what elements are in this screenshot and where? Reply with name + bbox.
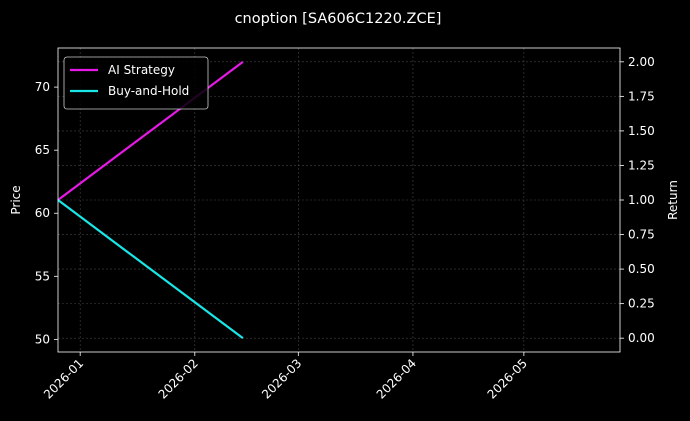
right-y-tick-label: 2.00 — [628, 55, 655, 69]
legend-label: AI Strategy — [108, 63, 175, 77]
right-y-tick-label: 0.25 — [628, 297, 655, 311]
legend-box — [63, 56, 209, 110]
legend-label: Buy-and-Hold — [108, 84, 189, 98]
left-y-tick-label: 60 — [35, 206, 50, 220]
x-axis-ticks: 2026-01 2026-02 2026-03 2026-04 2026-05 — [41, 352, 530, 402]
series-line-ai-strategy — [57, 60, 244, 201]
x-tick-label: 2026-03 — [259, 356, 304, 401]
chart-title: cnoption [SA606C1220.ZCE] — [235, 11, 442, 27]
right-y-tick-label: 1.50 — [628, 124, 655, 138]
right-y-tick-label: 1.75 — [628, 89, 655, 103]
right-y-tick-label: 0.75 — [628, 228, 655, 242]
right-y-tick-label: 1.00 — [628, 193, 655, 207]
right-y-tick-label: 0.50 — [628, 262, 655, 276]
x-tick-label: 2026-02 — [156, 356, 201, 401]
left-y-tick-label: 65 — [35, 143, 50, 157]
right-y-axis-label: Return — [666, 180, 680, 220]
left-y-axis-label: Price — [9, 185, 23, 214]
left-y-tick-label: 50 — [35, 332, 50, 346]
legend: AI Strategy Buy-and-Hold — [63, 56, 209, 110]
left-y-tick-label: 55 — [35, 269, 50, 283]
series-line-buy-and-hold — [57, 199, 244, 340]
x-tick-label: 2026-01 — [41, 356, 86, 401]
right-y-tick-label: 0.00 — [628, 331, 655, 345]
x-tick-label: 2026-05 — [485, 356, 530, 401]
left-y-axis-ticks: 50 55 60 65 70 — [35, 80, 58, 346]
right-y-axis-ticks: 0.00 0.25 0.50 0.75 1.00 1.25 1.50 1.75 2.00 — [620, 55, 655, 345]
left-y-tick-label: 70 — [35, 80, 50, 94]
x-tick-label: 2026-04 — [374, 356, 419, 401]
right-y-tick-label: 1.25 — [628, 158, 655, 172]
series-layer — [57, 60, 244, 340]
